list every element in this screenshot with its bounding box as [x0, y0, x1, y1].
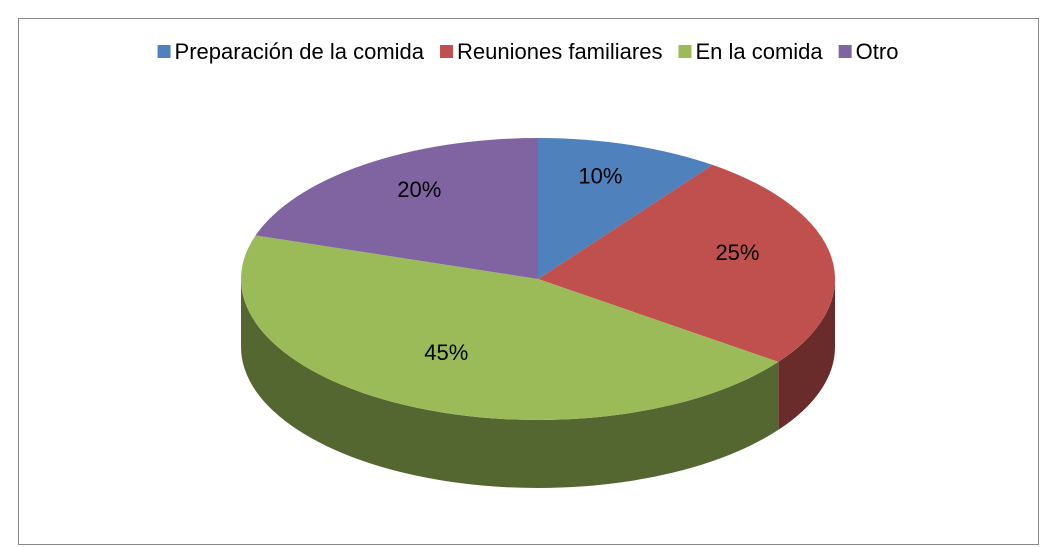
data-label: 45% [424, 340, 468, 365]
legend: Preparación de la comida Reuniones famili… [157, 39, 899, 64]
pie-slice [255, 138, 539, 279]
pie-slice [240, 235, 779, 420]
legend-swatch [440, 45, 454, 58]
legend-swatch [678, 45, 692, 58]
data-label: 25% [715, 240, 759, 265]
legend-label: En la comida [695, 39, 823, 64]
legend-label: Otro [856, 39, 899, 64]
pie-side [241, 279, 779, 488]
legend-swatch [157, 45, 171, 58]
data-label: 10% [578, 164, 622, 189]
legend-swatch [838, 45, 852, 58]
pie-slice [538, 164, 835, 362]
data-label: 20% [397, 177, 441, 202]
legend-label: Preparación de la comida [175, 39, 425, 64]
pie-slice [538, 138, 713, 279]
legend-label: Reuniones familiares [457, 39, 662, 64]
pie-side [778, 279, 835, 430]
